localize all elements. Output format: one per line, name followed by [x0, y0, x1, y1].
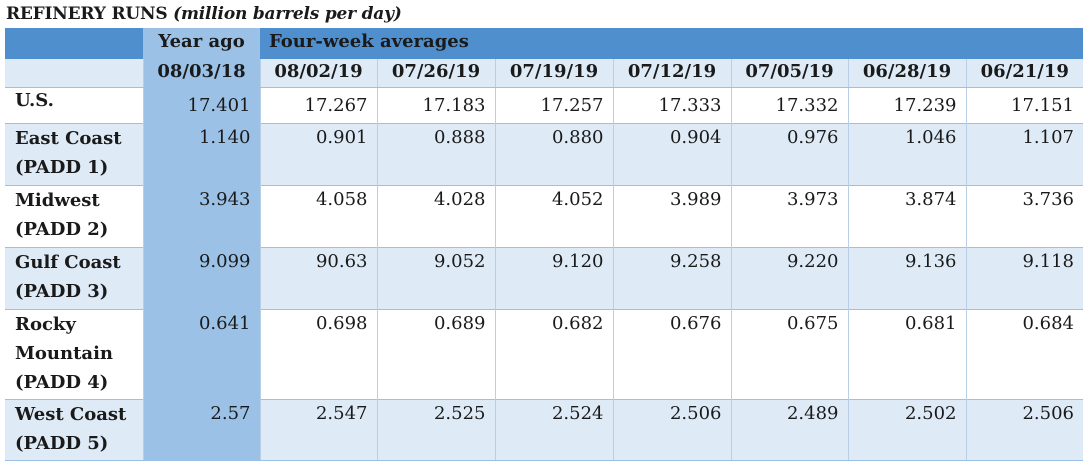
header-date: 07/05/19 [730, 59, 848, 88]
row-label: Gulf Coast (PADD 3) [5, 247, 143, 310]
cell-value: 2.489 [730, 399, 848, 461]
cell-value: 9.118 [965, 247, 1083, 310]
cell-value: 3.943 [142, 185, 260, 248]
cell-value: 9.099 [142, 247, 260, 310]
cell-value: 17.332 [730, 87, 848, 124]
cell-value: 3.874 [847, 185, 966, 248]
table-row: West Coast (PADD 5) 2.57 2.547 2.525 2.5… [5, 399, 1083, 461]
cell-value: 2.506 [612, 399, 731, 461]
table-row: U.S. 17.401 17.267 17.183 17.257 17.333 … [5, 87, 1083, 124]
cell-value: 0.976 [730, 123, 848, 186]
cell-value: 0.676 [612, 309, 731, 400]
cell-value: 4.028 [376, 185, 495, 248]
cell-value: 4.058 [259, 185, 377, 248]
header-date: 08/02/19 [259, 59, 377, 88]
header-row-dates: 08/03/18 08/02/19 07/26/19 07/19/19 07/1… [5, 59, 1083, 88]
cell-value: 0.901 [259, 123, 377, 186]
cell-value: 3.989 [612, 185, 731, 248]
year-ago-header: Year ago [143, 28, 260, 59]
cell-value: 17.239 [847, 87, 966, 124]
table-title: REFINERY RUNS (million barrels per day) [6, 4, 402, 24]
header-date: 07/12/19 [612, 59, 731, 88]
cell-value: 0.684 [965, 309, 1083, 400]
cell-value: 0.682 [494, 309, 613, 400]
cell-value: 2.506 [965, 399, 1083, 461]
cell-value: 3.736 [965, 185, 1083, 248]
header-date-corner [5, 59, 143, 88]
cell-value: 90.63 [259, 247, 377, 310]
header-date: 07/26/19 [376, 59, 495, 88]
cell-value: 17.401 [142, 87, 260, 124]
cell-value: 0.880 [494, 123, 613, 186]
cell-value: 0.698 [259, 309, 377, 400]
header-corner [5, 28, 143, 59]
header-row-top: Year ago Four-week averages [5, 28, 1083, 59]
row-label: East Coast (PADD 1) [5, 123, 143, 186]
row-label: West Coast (PADD 5) [5, 399, 143, 461]
title-subtitle: (million barrels per day) [173, 4, 402, 24]
cell-value: 3.973 [730, 185, 848, 248]
cell-value: 9.052 [376, 247, 495, 310]
header-date: 07/19/19 [494, 59, 613, 88]
cell-value: 0.681 [847, 309, 966, 400]
row-label: Rocky Mountain (PADD 4) [5, 309, 143, 400]
cell-value: 2.525 [376, 399, 495, 461]
cell-value: 0.904 [612, 123, 731, 186]
cell-value: 2.524 [494, 399, 613, 461]
table-row: Gulf Coast (PADD 3) 9.099 90.63 9.052 9.… [5, 247, 1083, 310]
cell-value: 0.641 [142, 309, 260, 400]
cell-value: 1.140 [142, 123, 260, 186]
cell-value: 17.183 [376, 87, 495, 124]
cell-value: 0.675 [730, 309, 848, 400]
cell-value: 1.107 [965, 123, 1083, 186]
header-date: 08/03/18 [142, 59, 260, 88]
cell-value: 9.258 [612, 247, 731, 310]
cell-value: 1.046 [847, 123, 966, 186]
cell-value: 0.888 [376, 123, 495, 186]
cell-value: 17.267 [259, 87, 377, 124]
table-row: East Coast (PADD 1) 1.140 0.901 0.888 0.… [5, 123, 1083, 186]
cell-value: 4.052 [494, 185, 613, 248]
cell-value: 2.57 [142, 399, 260, 461]
row-label: Midwest (PADD 2) [5, 185, 143, 248]
header-date: 06/28/19 [847, 59, 966, 88]
header-date: 06/21/19 [965, 59, 1083, 88]
table-row: Rocky Mountain (PADD 4) 0.641 0.698 0.68… [5, 309, 1083, 400]
table-row: Midwest (PADD 2) 3.943 4.058 4.028 4.052… [5, 185, 1083, 248]
cell-value: 9.220 [730, 247, 848, 310]
cell-value: 17.151 [965, 87, 1083, 124]
refinery-runs-table: Year ago Four-week averages 08/03/18 08/… [5, 28, 1083, 461]
cell-value: 0.689 [376, 309, 495, 400]
cell-value: 17.333 [612, 87, 731, 124]
row-label: U.S. [5, 87, 143, 124]
cell-value: 2.547 [259, 399, 377, 461]
cell-value: 17.257 [494, 87, 613, 124]
cell-value: 9.120 [494, 247, 613, 310]
cell-value: 2.502 [847, 399, 966, 461]
cell-value: 9.136 [847, 247, 966, 310]
title-main: REFINERY RUNS [6, 4, 168, 24]
four-week-averages-header: Four-week averages [260, 28, 1083, 59]
